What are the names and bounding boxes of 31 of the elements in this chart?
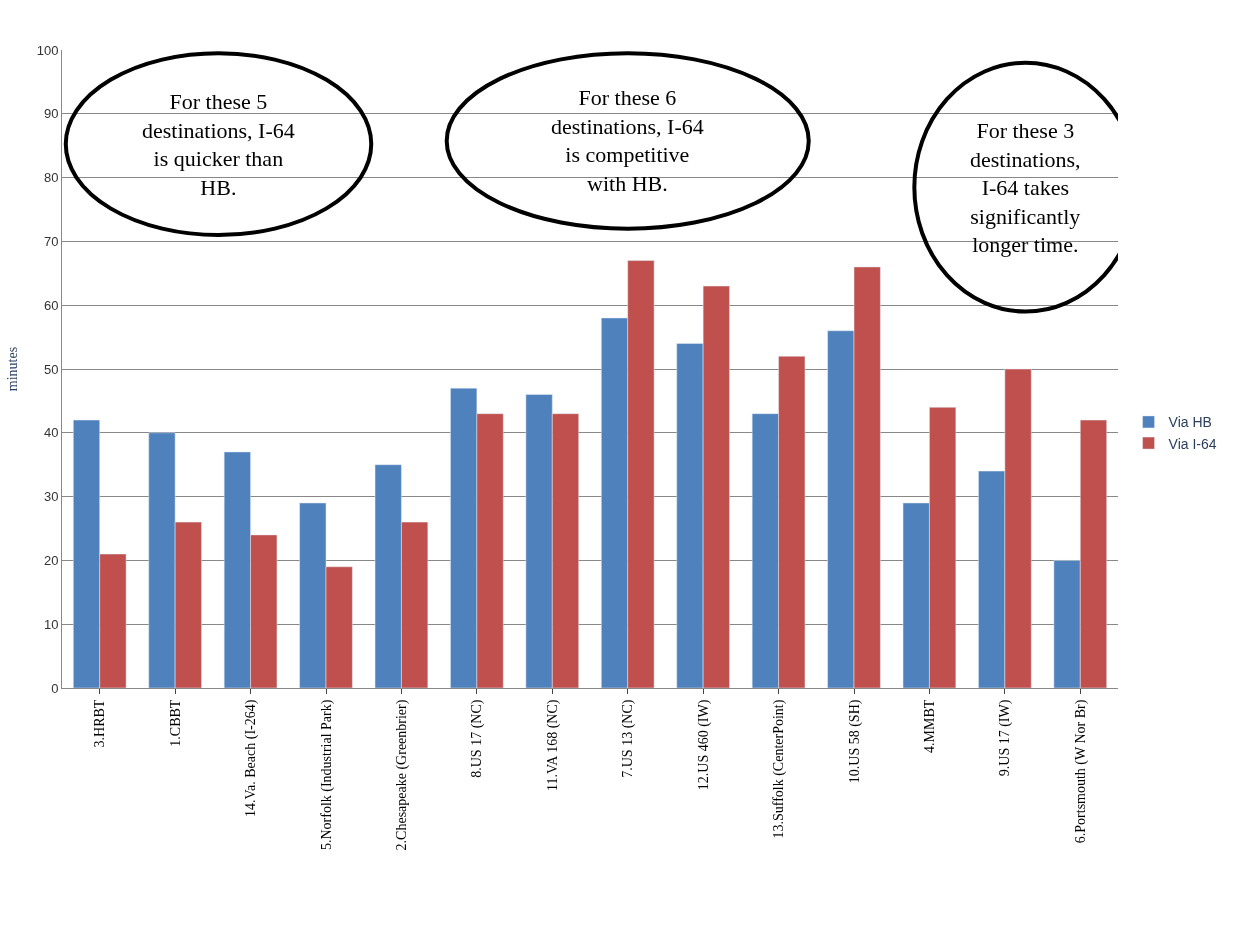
y-tick-label: 100 bbox=[36, 42, 59, 58]
y-tick-label: 60 bbox=[43, 297, 59, 313]
y-tick-label: 90 bbox=[43, 106, 59, 122]
y-tick-label: 40 bbox=[43, 425, 59, 441]
x-tick-label: 4.MMBT bbox=[921, 699, 937, 753]
y-tick-label: 80 bbox=[43, 170, 59, 186]
annotation: For these 3 destinations, I-64 takes significantly longer time. bbox=[970, 118, 1081, 258]
x-tick-label: 3.HRBT bbox=[92, 699, 108, 748]
y-tick-label: 0 bbox=[51, 680, 59, 696]
x-tick-label: 8.US 17 (NC) bbox=[469, 699, 486, 778]
legend-label: Via HB bbox=[1168, 414, 1212, 431]
x-tick-label: 1.CBBT bbox=[167, 699, 183, 747]
x-tick-label: 6.Portsmouth (W Nor Br) bbox=[1072, 699, 1089, 844]
x-tick-label: 2.Chesapeake (Greenbrier) bbox=[393, 699, 410, 851]
x-tick-label: 14.Va. Beach (I-264) bbox=[243, 699, 260, 818]
y-tick-label: 30 bbox=[43, 489, 59, 505]
annotation: For these 5 destinations, I-64 is quicker than HB. bbox=[142, 89, 295, 200]
y-tick-label: 10 bbox=[43, 616, 59, 632]
y-axis-title: minutes bbox=[5, 346, 21, 392]
y-tick-label: 70 bbox=[43, 233, 59, 249]
x-tick-label: 9.US 17 (IW) bbox=[997, 699, 1014, 777]
y-tick-label: 50 bbox=[43, 361, 59, 377]
x-tick-label: 7.US 13 (NC) bbox=[620, 699, 637, 778]
x-tick-label: 11.VA 168 (NC) bbox=[544, 699, 561, 792]
y-tick-label: 20 bbox=[43, 552, 59, 568]
annotation: For these 6 destinations, I-64 is competitive with HB. bbox=[551, 85, 704, 196]
x-tick-label: 10.US 58 (SH) bbox=[846, 699, 863, 784]
x-tick-label: 13.Suffolk (CenterPoint) bbox=[771, 699, 788, 839]
legend-label: Via I-64 bbox=[1168, 435, 1217, 452]
x-tick-label: 12.US 460 (IW) bbox=[695, 699, 712, 791]
x-tick-label: 5.Norfolk (Industrial Park) bbox=[318, 699, 335, 851]
